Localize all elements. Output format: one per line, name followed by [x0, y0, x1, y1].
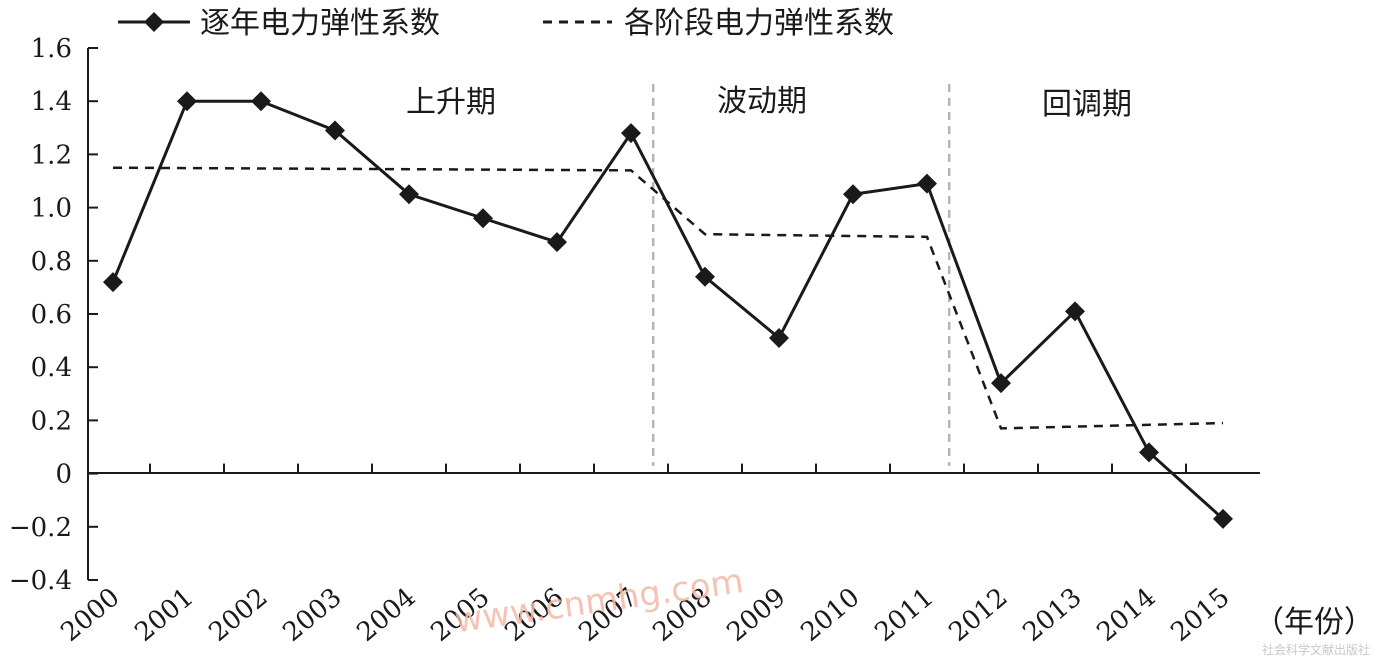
legend-item-stage: 各阶段电力弹性系数: [543, 6, 894, 41]
yearly-point-2007: [621, 123, 641, 144]
y-tick-label: 1.6: [31, 34, 72, 64]
series-yearly-coefficient: [103, 91, 1233, 529]
y-tick-label: 1.2: [31, 140, 72, 170]
yearly-point-2009: [769, 327, 789, 348]
period-label-correction: 回调期: [1042, 87, 1132, 122]
legend: 逐年电力弹性系数 各阶段电力弹性系数: [118, 6, 894, 41]
x-tick-label: 2010: [796, 582, 866, 648]
period-labels: 上升期 波动期 回调期: [406, 84, 1132, 122]
x-tick-label: 2003: [278, 582, 348, 648]
y-ticks: 1.6 1.4 1.2 1.0 0.8 0.6 0.4 0.2 0 −0.2 −0.4: [9, 34, 98, 596]
yearly-point-2012: [991, 373, 1011, 394]
y-tick-label: 0.4: [31, 353, 72, 383]
yearly-point-2000: [103, 272, 123, 293]
publisher-mark: 社会科学文献出版社: [1262, 642, 1370, 657]
y-tick-label: 0: [55, 460, 72, 490]
x-tick-label: 2013: [1018, 582, 1088, 648]
y-tick-label: 1.4: [31, 87, 72, 117]
y-tick-label: −0.4: [9, 566, 72, 596]
y-tick-label: 1.0: [31, 194, 72, 224]
legend-label-yearly: 逐年电力弹性系数: [200, 6, 440, 41]
x-tick-label: 2015: [1166, 582, 1236, 648]
yearly-line: [111, 99, 1225, 520]
yearly-point-2015: [1213, 508, 1233, 529]
legend-swatch-yearly-marker: [144, 12, 164, 32]
yearly-point-2004: [399, 184, 419, 205]
legend-item-yearly: 逐年电力弹性系数: [118, 6, 440, 41]
x-tick-label: 2012: [944, 582, 1014, 648]
yearly-point-2013: [1065, 301, 1085, 322]
x-tick-label: 2011: [870, 582, 940, 648]
yearly-point-2008: [695, 266, 715, 287]
yearly-point-2010: [843, 184, 863, 205]
x-ticks: 2000 2001 2002 2003 2004 2005 2006 2007 2008 2009…: [56, 463, 1236, 648]
yearly-point-2001: [177, 91, 197, 112]
period-label-rising: 上升期: [406, 85, 496, 120]
x-tick-label: 2014: [1092, 582, 1162, 648]
period-label-fluctuating: 波动期: [717, 84, 807, 119]
x-tick-label: 2002: [204, 582, 274, 648]
x-tick-label: 2001: [130, 582, 200, 648]
period-dividers: [651, 84, 951, 466]
y-tick-label: −0.2: [9, 513, 72, 543]
x-axis-unit-label: （年份）: [1254, 605, 1374, 640]
legend-label-stage: 各阶段电力弹性系数: [624, 6, 894, 41]
y-tick-label: 0.6: [31, 300, 72, 330]
x-tick-label: 2004: [352, 582, 422, 648]
yearly-point-2005: [473, 208, 493, 229]
stage-line: [112, 166, 1224, 430]
yearly-point-2002: [251, 91, 271, 112]
y-tick-label: 0.8: [31, 247, 72, 277]
yearly-point-2006: [547, 232, 567, 253]
yearly-point-2011: [917, 173, 937, 194]
y-tick-label: 0.2: [31, 406, 72, 436]
yearly-point-2014: [1139, 442, 1159, 463]
yearly-point-2003: [325, 120, 345, 141]
series-stage-coefficient: [112, 166, 1224, 430]
